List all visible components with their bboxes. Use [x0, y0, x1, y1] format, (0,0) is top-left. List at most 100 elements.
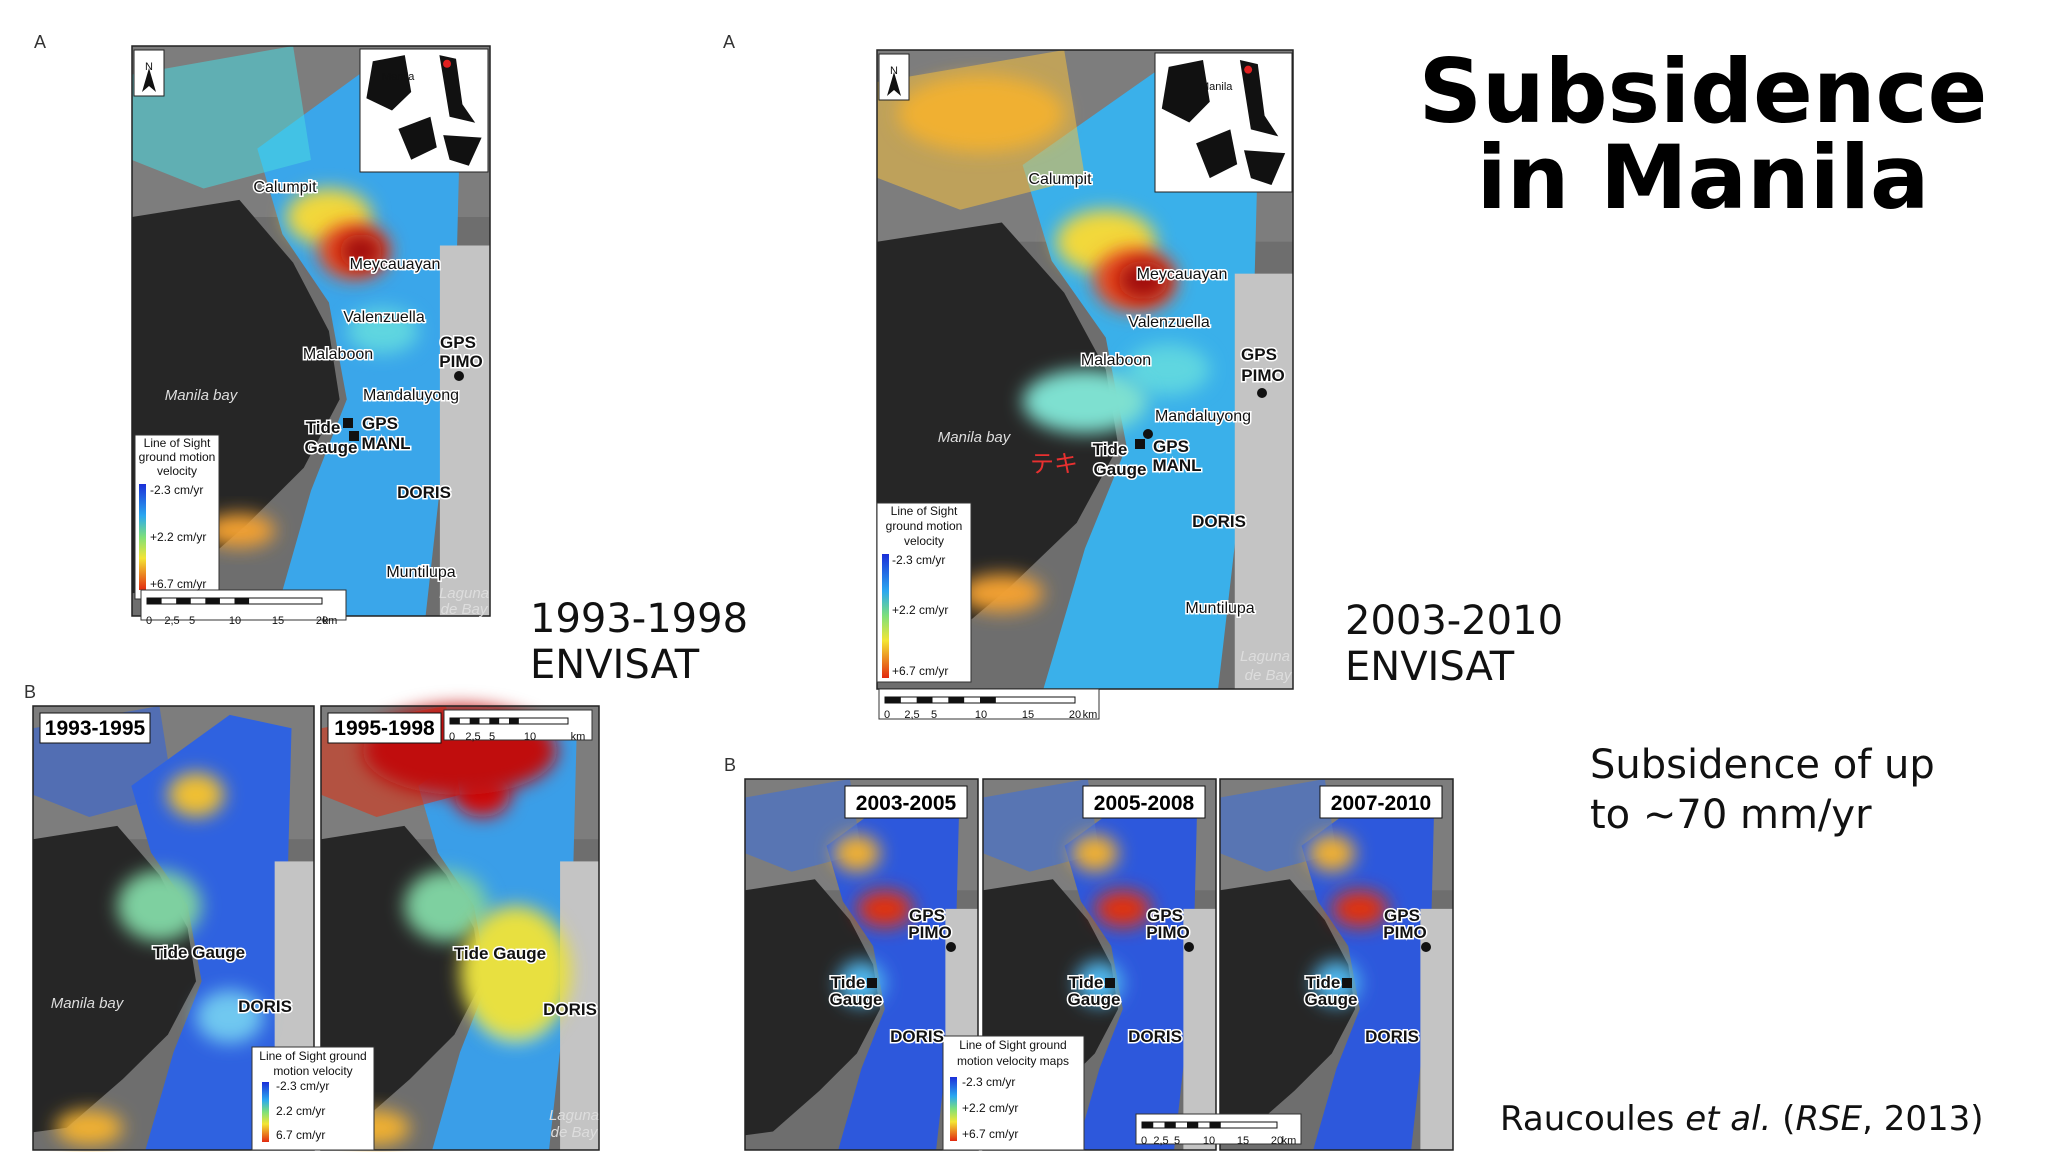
velocity-blob	[960, 573, 1044, 613]
map-label: -2.3 cm/yr	[276, 1079, 329, 1093]
frame-label-box	[844, 785, 968, 819]
map-label: 0	[449, 731, 455, 743]
map-label: 20	[1069, 709, 1081, 721]
map-label: 10	[975, 709, 987, 721]
citation-part: RSE	[1795, 1099, 1862, 1139]
legend-box	[876, 502, 972, 683]
map-label: Tide	[1069, 973, 1104, 992]
gps-marker	[946, 942, 956, 952]
map-label: DORIS	[397, 483, 451, 502]
period: 1993-1998	[530, 596, 748, 642]
map-label: Gauge	[1068, 990, 1121, 1009]
inset-land	[439, 55, 476, 123]
scale-segment	[234, 598, 250, 604]
map-label: Malaboon	[1081, 352, 1151, 369]
map-label: Tide	[306, 418, 341, 437]
map-label: Gauge	[1305, 990, 1358, 1009]
map-label: Manila bay	[165, 387, 239, 404]
map-label: DORIS	[238, 997, 292, 1016]
map-label: DORIS	[543, 1000, 597, 1019]
labels: Subsidence in Manila 1993-1998 ENVISAT 2…	[24, 32, 1987, 1147]
gps-marker	[1257, 388, 1267, 398]
velocity-field	[131, 714, 292, 1150]
frame-label-box	[327, 712, 442, 744]
map-frame	[982, 778, 1217, 1151]
map-label: motion velocity	[273, 1064, 352, 1078]
map-label: 20	[1271, 1135, 1283, 1147]
map-label: 5	[1174, 1135, 1180, 1147]
velocity-blob	[404, 870, 488, 942]
velocity-blob	[117, 870, 202, 942]
summary: Subsidence of up	[1590, 742, 1935, 788]
velocity-blob	[856, 890, 913, 928]
citation: Raucoules et al. (RSE, 2013)	[1500, 1099, 1984, 1139]
gps-marker	[1143, 429, 1153, 439]
map-label: km	[1282, 1135, 1297, 1147]
map-label: 10	[1203, 1135, 1215, 1147]
map-label: 5	[489, 731, 495, 743]
map-label: N	[145, 61, 153, 73]
map-label: 2005-2008	[1094, 792, 1195, 815]
map-label: 0	[884, 709, 890, 721]
scale-segment	[509, 718, 519, 724]
scale-segment	[916, 697, 933, 703]
map-label: de Bay	[1245, 667, 1293, 684]
map-label: GPS	[1153, 437, 1189, 456]
velocity-blob	[897, 75, 1065, 153]
frame-label-box	[1082, 785, 1206, 819]
map-label: Laguna	[1240, 648, 1290, 665]
scale-box	[443, 709, 593, 741]
map-label: Laguna	[549, 1107, 599, 1124]
map-label: GPS	[440, 333, 476, 352]
scale-segment	[176, 598, 191, 604]
gauge-marker	[349, 431, 359, 441]
map-label: PIMO	[439, 352, 482, 371]
map-label: +6.7 cm/yr	[150, 577, 206, 591]
velocity-blob	[1076, 960, 1123, 1006]
velocity-field-north	[132, 46, 311, 189]
map-label: Meycauayan	[1137, 266, 1228, 283]
map-label: -2.3 cm/yr	[892, 553, 945, 567]
map-label: 2,5	[904, 709, 919, 721]
laguna-strip	[1234, 273, 1293, 689]
map-label: Line of Sight	[144, 436, 211, 450]
map-label: Manila	[1200, 81, 1233, 93]
velocity-field	[826, 786, 960, 1150]
map-label: GPS	[1147, 906, 1183, 925]
map-label: Muntilupa	[1185, 600, 1254, 617]
map-label: A	[723, 32, 735, 52]
north-arrow	[142, 68, 156, 92]
velocity-field-north	[1220, 779, 1337, 872]
map-label: 0	[1141, 1135, 1147, 1147]
velocity-blob	[833, 834, 881, 872]
map-label: Gauge	[830, 990, 883, 1009]
map-label: 0	[146, 615, 152, 627]
map-label: Tide	[1306, 973, 1341, 992]
velocity-field	[1064, 786, 1198, 1150]
map-image	[320, 705, 600, 1151]
period: ENVISAT	[1345, 644, 1515, 690]
map-label: 2.2 cm/yr	[276, 1104, 325, 1118]
map-frame	[320, 705, 600, 1151]
map-label: Valenzuella	[343, 309, 425, 326]
map-label: de Bay	[441, 601, 489, 618]
title-line: in Manila	[1477, 126, 1930, 229]
map-label: Line of Sight ground	[959, 1038, 1066, 1052]
inset-land	[366, 55, 412, 111]
gps-marker	[1184, 942, 1194, 952]
scale-segment	[1164, 1122, 1176, 1128]
gauge-marker	[343, 418, 353, 428]
scale-segment	[489, 718, 500, 724]
frame-label-box	[1319, 785, 1443, 819]
citation-part: , 2013)	[1862, 1099, 1983, 1139]
inset-land	[1239, 60, 1279, 137]
map-label: Meycauayan	[350, 256, 441, 273]
map-label: -2.3 cm/yr	[150, 483, 203, 497]
map-label: Tide Gauge	[454, 944, 546, 963]
laguna-strip	[560, 861, 599, 1150]
scale-box	[878, 688, 1100, 720]
summary: to ~70 mm/yr	[1590, 792, 1872, 838]
velocity-blob	[346, 308, 419, 354]
map-frame	[1219, 778, 1454, 1151]
map-label: 15	[1237, 1135, 1249, 1147]
